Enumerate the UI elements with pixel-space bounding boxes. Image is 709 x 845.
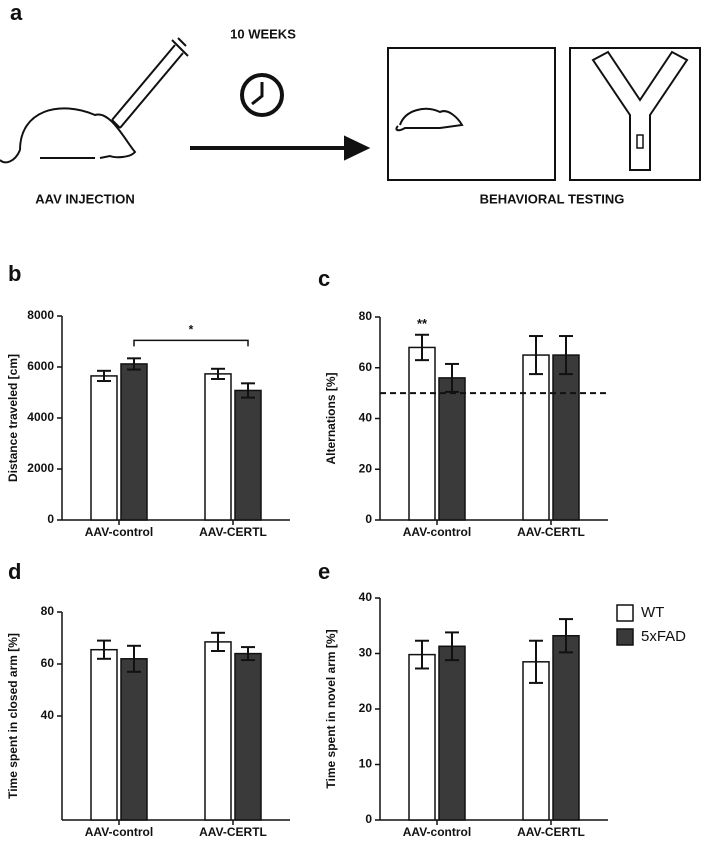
- bar: [438, 377, 466, 521]
- caption: AAV INJECTION: [35, 191, 134, 206]
- legend-swatch: [616, 628, 634, 646]
- bar: [522, 354, 550, 521]
- illustration: [0, 37, 701, 181]
- bar: [234, 652, 262, 821]
- panel-label: d: [8, 559, 21, 584]
- significance-bracket: [133, 339, 249, 347]
- x-tick-label: AAV-CERTL: [517, 525, 585, 539]
- caption: BEHAVIORAL TESTING: [480, 191, 625, 206]
- x-tick-label: AAV-CERTL: [517, 825, 585, 839]
- x-tick-label: AAV-control: [85, 825, 153, 839]
- bar: [234, 389, 262, 521]
- y-tick-label: 40: [359, 411, 373, 425]
- bar: [120, 658, 148, 821]
- y-axis-label: Time spent in closed arm [%]: [6, 633, 20, 799]
- y-tick-label: 2000: [27, 461, 54, 475]
- y-tick-label: 20: [359, 461, 373, 475]
- bar: [408, 653, 436, 821]
- y-tick-label: 0: [47, 512, 54, 526]
- legend-label: 5xFAD: [641, 628, 686, 645]
- x-tick-label: AAV-control: [403, 525, 471, 539]
- y-tick-label: 40: [359, 590, 373, 604]
- y-tick-label: 8000: [27, 308, 54, 322]
- y-tick-label: 80: [359, 309, 373, 323]
- legend-swatch: [616, 604, 634, 622]
- bar: [90, 375, 118, 521]
- bar: [204, 641, 232, 821]
- bar: [438, 645, 466, 821]
- y-tick-label: 60: [359, 360, 373, 374]
- y-tick-label: 10: [359, 757, 373, 771]
- legend-label: WT: [641, 604, 664, 621]
- y-tick-label: 0: [365, 812, 372, 826]
- x-tick-label: AAV-control: [85, 525, 153, 539]
- annotation: *: [189, 323, 194, 337]
- y-tick-label: 40: [41, 708, 55, 722]
- bar: [120, 363, 148, 521]
- y-tick-label: 60: [41, 656, 55, 670]
- y-tick-label: 0: [365, 512, 372, 526]
- panel-label: e: [318, 559, 330, 584]
- bar: [552, 354, 580, 521]
- y-tick-label: 80: [41, 604, 55, 618]
- panel-label: b: [8, 261, 21, 286]
- y-tick-label: 4000: [27, 410, 54, 424]
- x-tick-label: AAV-control: [403, 825, 471, 839]
- bar: [408, 346, 436, 521]
- x-tick-label: AAV-CERTL: [199, 825, 267, 839]
- bar: [552, 634, 580, 821]
- x-tick-label: AAV-CERTL: [199, 525, 267, 539]
- panel-label: c: [318, 266, 330, 291]
- duration-label: 10 WEEKS: [230, 26, 296, 41]
- y-tick-label: 30: [359, 646, 373, 660]
- y-tick-label: 6000: [27, 359, 54, 373]
- y-axis-label: Alternations [%]: [324, 372, 338, 464]
- y-axis-label: Time spent in novel arm [%]: [324, 629, 338, 788]
- bar: [90, 648, 118, 821]
- bar: [522, 661, 550, 821]
- bar: [204, 373, 232, 521]
- annotation: **: [417, 316, 428, 331]
- panel-label: a: [10, 0, 23, 25]
- y-axis-label: Distance traveled [cm]: [6, 354, 20, 482]
- y-tick-label: 20: [359, 701, 373, 715]
